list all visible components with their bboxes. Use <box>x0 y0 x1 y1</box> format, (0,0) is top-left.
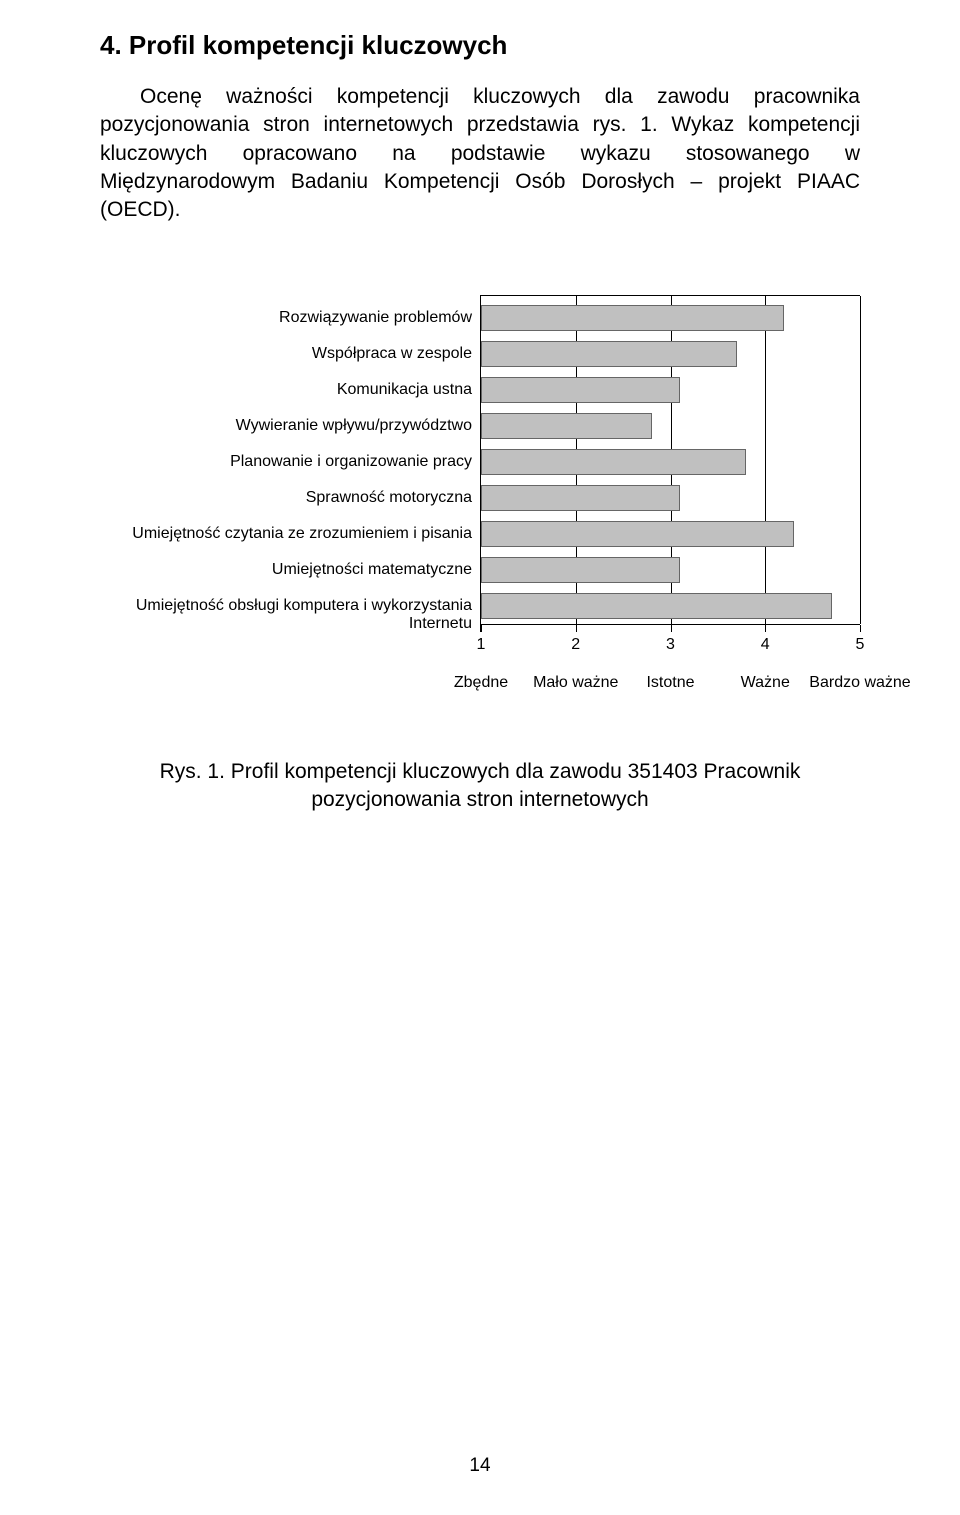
chart-row: Planowanie i organizowanie pracy <box>100 444 860 480</box>
chart-bar <box>481 341 737 367</box>
chart-category-label: Umiejętność obsługi komputera i wykorzys… <box>100 588 480 624</box>
chart-bar <box>481 521 794 547</box>
chart-row: Umiejętności matematyczne <box>100 552 860 588</box>
chart-legend-label: Mało ważne <box>533 674 618 692</box>
chart-tick-label: 3 <box>666 636 675 654</box>
chart-legend-label: Ważne <box>741 674 790 692</box>
chart-category-label: Planowanie i organizowanie pracy <box>100 444 480 480</box>
chart-bar <box>481 377 680 403</box>
chart-bar <box>481 593 832 619</box>
intro-paragraph: Ocenę ważności kompetencji kluczowych dl… <box>100 83 860 225</box>
chart-row: Sprawność motoryczna <box>100 480 860 516</box>
intro-text: Ocenę ważności kompetencji kluczowych dl… <box>100 85 860 221</box>
chart-tick-label: 4 <box>761 636 770 654</box>
chart-category-label: Rozwiązywanie problemów <box>100 300 480 336</box>
chart-category-label: Sprawność motoryczna <box>100 480 480 516</box>
section-title: 4. Profil kompetencji kluczowych <box>100 30 860 61</box>
figure-caption: Rys. 1. Profil kompetencji kluczowych dl… <box>100 758 860 815</box>
chart-category-label: Wywieranie wpływu/przywództwo <box>100 408 480 444</box>
chart-x-axis <box>100 624 860 632</box>
chart-row: Wywieranie wpływu/przywództwo <box>100 408 860 444</box>
chart-row: Rozwiązywanie problemów <box>100 300 860 336</box>
chart-bar <box>481 557 680 583</box>
page-number: 14 <box>0 1455 960 1477</box>
chart-category-label: Współpraca w zespole <box>100 336 480 372</box>
chart-bar <box>481 485 680 511</box>
chart-row: Umiejętność obsługi komputera i wykorzys… <box>100 588 860 624</box>
chart-row: Współpraca w zespole <box>100 336 860 372</box>
chart-tick-label: 2 <box>571 636 580 654</box>
chart-row: Komunikacja ustna <box>100 372 860 408</box>
chart-bar <box>481 449 746 475</box>
chart-bar <box>481 305 784 331</box>
chart-category-label: Umiejętność czytania ze zrozumieniem i p… <box>100 516 480 552</box>
chart-legend-label: Zbędne <box>454 674 508 692</box>
page: 4. Profil kompetencji kluczowych Ocenę w… <box>0 0 960 1515</box>
chart-bar <box>481 413 652 439</box>
chart-category-label: Komunikacja ustna <box>100 372 480 408</box>
chart-legend-label: Istotne <box>646 674 694 692</box>
chart-tick-label: 5 <box>856 636 865 654</box>
chart-legend-label: Bardzo ważne <box>809 674 910 692</box>
chart-x-ticklabels: 12345 <box>100 636 860 660</box>
chart-category-label: Umiejętności matematyczne <box>100 552 480 588</box>
chart-x-legend: ZbędneMało ważneIstotneWażneBardzo ważne <box>100 674 860 698</box>
chart-row: Umiejętność czytania ze zrozumieniem i p… <box>100 516 860 552</box>
competency-chart: Rozwiązywanie problemówWspółpraca w zesp… <box>100 295 860 698</box>
chart-tick-label: 1 <box>477 636 486 654</box>
